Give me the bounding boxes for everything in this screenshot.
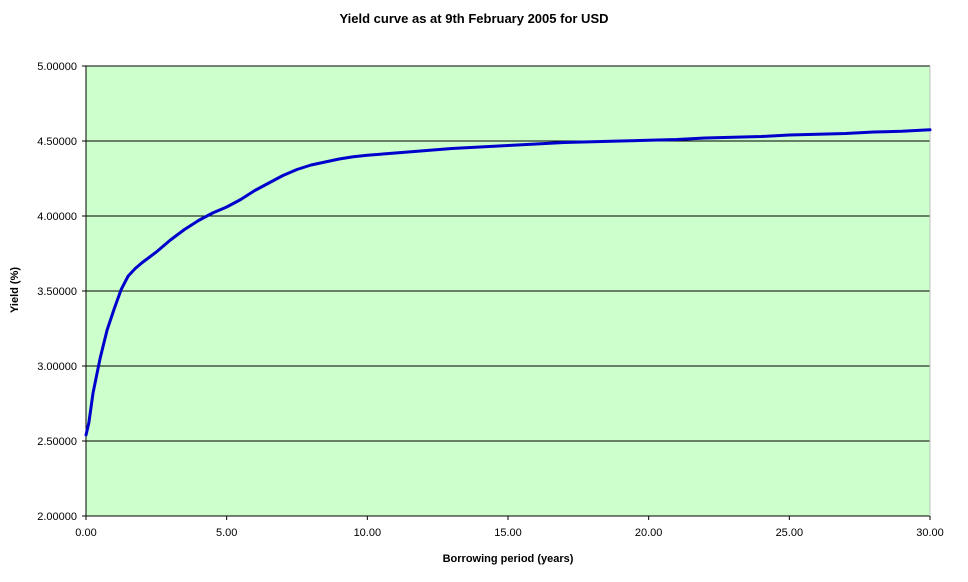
y-tick-label: 2.50000: [37, 436, 77, 448]
y-tick-label: 4.00000: [37, 211, 77, 223]
y-tick-label: 4.50000: [37, 136, 77, 148]
x-tick-label: 20.00: [635, 527, 663, 539]
y-tick-label: 3.00000: [37, 361, 77, 373]
yield-series-line: [84, 128, 932, 437]
y-tick-label: 2.00000: [37, 511, 77, 523]
x-tick-label: 5.00: [216, 527, 237, 539]
y-axis-title: Yield (%): [9, 267, 21, 313]
plot-area: 2.00000 2.50000 3.00000 3.50000 4.00000 4.500…: [37, 61, 944, 539]
x-tick-label: 25.00: [776, 527, 804, 539]
x-tick-label: 10.00: [354, 527, 382, 539]
x-tick-label: 30.00: [916, 527, 944, 539]
chart-title: Yield curve as at 9th February 2005 for …: [339, 11, 608, 26]
x-tick-label: 15.00: [494, 527, 522, 539]
y-tick-label: 5.00000: [37, 61, 77, 73]
x-axis-title: Borrowing period (years): [443, 553, 574, 565]
x-tick-label: 0.00: [75, 527, 96, 539]
y-tick-label: 3.50000: [37, 286, 77, 298]
